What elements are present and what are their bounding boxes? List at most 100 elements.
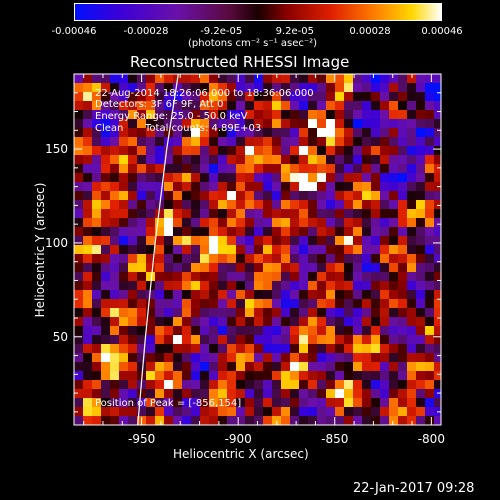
heatmap-cell xyxy=(317,164,326,173)
heatmap-cell xyxy=(371,164,380,173)
heatmap-cell xyxy=(101,371,110,380)
heatmap-cell xyxy=(299,173,308,182)
heatmap-cell xyxy=(155,416,164,425)
heatmap-cell xyxy=(128,137,137,146)
heatmap-cell xyxy=(245,281,254,290)
heatmap-cell xyxy=(272,281,281,290)
heatmap-cell xyxy=(344,326,353,335)
heatmap-cell xyxy=(353,344,362,353)
heatmap-cell xyxy=(245,146,254,155)
heatmap-cell xyxy=(434,344,441,353)
heatmap-cell xyxy=(191,407,200,416)
heatmap-cell xyxy=(281,164,290,173)
heatmap-cell xyxy=(389,254,398,263)
heatmap-cell xyxy=(200,191,209,200)
heatmap-cell xyxy=(236,146,245,155)
heatmap-cell xyxy=(137,218,146,227)
heatmap-cell xyxy=(83,155,92,164)
heatmap-cell xyxy=(191,308,200,317)
heatmap-cell xyxy=(434,83,441,92)
heatmap-cell xyxy=(281,344,290,353)
heatmap-cell xyxy=(389,227,398,236)
heatmap-cell xyxy=(119,92,128,101)
heatmap-cell xyxy=(326,92,335,101)
heatmap-cell xyxy=(83,200,92,209)
heatmap-cell xyxy=(362,83,371,92)
heatmap-cell xyxy=(92,290,101,299)
heatmap-cell xyxy=(209,344,218,353)
heatmap-cell xyxy=(164,335,173,344)
heatmap-cell xyxy=(317,362,326,371)
heatmap-cell xyxy=(308,227,317,236)
heatmap-cell xyxy=(137,245,146,254)
heatmap-cell xyxy=(272,119,281,128)
heatmap-cell xyxy=(119,74,128,83)
heatmap-cell xyxy=(164,299,173,308)
heatmap-cell xyxy=(407,83,416,92)
heatmap-cell xyxy=(290,308,299,317)
heatmap-cell xyxy=(218,407,227,416)
heatmap-cell xyxy=(128,263,137,272)
heatmap-cell xyxy=(146,155,155,164)
heatmap-cell xyxy=(407,191,416,200)
heatmap-cell xyxy=(101,218,110,227)
heatmap-cell xyxy=(434,371,441,380)
heatmap-cell xyxy=(272,155,281,164)
heatmap-cell xyxy=(137,353,146,362)
heatmap-cell xyxy=(164,272,173,281)
heatmap-cell xyxy=(380,254,389,263)
heatmap-cell xyxy=(272,416,281,425)
heatmap-cell xyxy=(407,245,416,254)
heatmap-cell xyxy=(254,407,263,416)
heatmap-cell xyxy=(191,74,200,83)
heatmap-cell xyxy=(416,335,425,344)
heatmap-cell xyxy=(227,299,236,308)
heatmap-cell xyxy=(308,272,317,281)
heatmap-cell xyxy=(407,326,416,335)
heatmap-cell xyxy=(137,254,146,263)
heatmap-cell xyxy=(236,290,245,299)
heatmap-cell xyxy=(236,416,245,425)
heatmap-cell xyxy=(101,344,110,353)
heatmap-cell xyxy=(326,119,335,128)
footer-date: 22-Jan-2017 09:28 xyxy=(353,481,475,496)
heatmap-cell xyxy=(191,101,200,110)
heatmap-cell xyxy=(380,308,389,317)
heatmap-cell xyxy=(200,146,209,155)
heatmap-cell xyxy=(236,128,245,137)
heatmap-cell xyxy=(326,164,335,173)
heatmap-cell xyxy=(425,299,434,308)
heatmap-cell xyxy=(164,173,173,182)
heatmap-cell xyxy=(398,254,407,263)
heatmap-cell xyxy=(83,281,92,290)
heatmap-cell xyxy=(353,110,362,119)
heatmap-cell xyxy=(200,326,209,335)
heatmap-cell xyxy=(326,83,335,92)
heatmap-cell xyxy=(299,218,308,227)
heatmap-cell xyxy=(380,353,389,362)
heatmap-cell xyxy=(137,200,146,209)
heatmap-cell xyxy=(173,263,182,272)
heatmap-cell xyxy=(371,380,380,389)
heatmap-cell xyxy=(137,326,146,335)
heatmap-cell xyxy=(254,416,263,425)
heatmap-cell xyxy=(254,263,263,272)
heatmap-cell xyxy=(290,371,299,380)
heatmap-cell xyxy=(218,173,227,182)
heatmap-cell xyxy=(227,416,236,425)
heatmap-cell xyxy=(272,182,281,191)
heatmap-cell xyxy=(92,344,101,353)
heatmap-cell xyxy=(290,227,299,236)
heatmap-cell xyxy=(335,398,344,407)
heatmap-cell xyxy=(353,281,362,290)
heatmap-cell xyxy=(119,416,128,425)
heatmap-cell xyxy=(434,74,441,83)
heatmap-cell xyxy=(146,308,155,317)
heatmap-cell xyxy=(344,299,353,308)
heatmap-cell xyxy=(416,92,425,101)
heatmap-cell xyxy=(407,263,416,272)
heatmap-cell xyxy=(389,164,398,173)
heatmap-cell xyxy=(83,407,92,416)
heatmap-cell xyxy=(371,407,380,416)
heatmap-cell xyxy=(173,200,182,209)
